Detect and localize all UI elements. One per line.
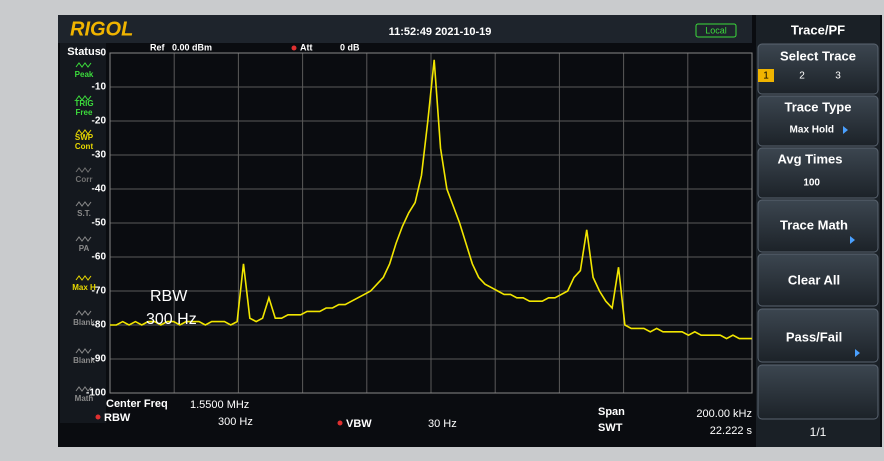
y-tick-label: -80 — [92, 320, 107, 331]
rbw-label: RBW — [104, 412, 131, 424]
button-bg — [757, 253, 879, 307]
button-label: Pass/Fail — [786, 329, 842, 344]
status-label: Corr — [76, 175, 93, 184]
status-label: Blank — [73, 318, 95, 327]
center-freq-label: Center Freq — [106, 398, 168, 410]
trace-option[interactable]: 2 — [799, 71, 805, 82]
vbw-dot — [337, 420, 343, 426]
y-tick-label: -50 — [92, 218, 107, 229]
vbw-label: VBW — [346, 418, 372, 430]
status-icon — [75, 201, 92, 207]
status-title: Status — [67, 46, 101, 58]
clear-all-button[interactable]: Clear All — [757, 253, 879, 307]
ref-value: 0.00 dBm — [172, 42, 212, 52]
y-tick-label: -100 — [86, 388, 106, 399]
mode: Local — [705, 25, 727, 35]
rbw-dot — [95, 414, 101, 420]
button-bg — [757, 199, 879, 253]
center-freq: 1.5500 MHz — [190, 399, 249, 411]
status-label: Max H — [72, 283, 96, 292]
trace-option[interactable]: 3 — [835, 71, 841, 82]
brand: RIGOL — [70, 18, 133, 40]
overlay-rbw-value: 300 Hz — [146, 311, 197, 328]
span-label: Span — [598, 406, 625, 418]
button-bg — [757, 147, 879, 199]
att-dot — [291, 45, 297, 51]
arrow — [855, 349, 860, 357]
button-bg — [757, 308, 879, 363]
trace-option[interactable]: 1 — [763, 71, 769, 82]
empty-button[interactable] — [757, 364, 879, 420]
button-label: Trace Type — [785, 99, 852, 114]
button-label: Select Trace — [780, 48, 856, 63]
button-value: 100 — [803, 178, 820, 189]
status-icon — [75, 95, 92, 101]
ref-label: Ref — [150, 42, 166, 52]
button-label: Avg Times — [777, 151, 842, 166]
y-tick-label: -90 — [92, 354, 107, 365]
overlay-rbw: RBW — [150, 288, 188, 305]
top-bar — [58, 15, 752, 43]
swt-label: SWT — [598, 422, 623, 434]
button-bg — [757, 95, 879, 147]
trace-math-button[interactable]: Trace Math — [757, 199, 879, 253]
y-tick-label: -20 — [92, 116, 107, 127]
status-label: SWP — [75, 133, 94, 142]
trace — [110, 59, 752, 340]
menu-page: 1/1 — [810, 425, 827, 439]
y-tick-label: -70 — [92, 286, 107, 297]
rbw: 300 Hz — [218, 416, 253, 428]
arrow — [843, 126, 848, 134]
status-icon — [75, 386, 92, 392]
status-icon — [75, 310, 92, 316]
selected-option — [758, 69, 774, 82]
status-label: Free — [76, 108, 93, 117]
status-label: TRIG — [74, 99, 93, 108]
status-label: Math — [75, 394, 94, 403]
y-tick-label: -10 — [92, 82, 107, 93]
trace-type-button[interactable]: Trace Type Max Hold — [757, 95, 879, 147]
status-icon — [75, 167, 92, 173]
y-tick-label: 0 — [100, 48, 106, 59]
status-label: Blank — [73, 356, 95, 365]
y-tick-label: -60 — [92, 252, 107, 263]
status-icon — [75, 348, 92, 354]
pass-fail-button[interactable]: Pass/Fail — [757, 308, 879, 363]
swt: 22.222 s — [710, 425, 753, 437]
vbw: 30 Hz — [428, 418, 457, 430]
y-tick-label: -40 — [92, 184, 107, 195]
select-trace-button[interactable]: Select Trace 1 2 3 — [757, 43, 879, 95]
status-label: PA — [79, 244, 90, 253]
button-label: Trace Math — [780, 217, 848, 232]
plot-frame — [109, 52, 753, 394]
button-label: Clear All — [788, 272, 840, 287]
status-label: Peak — [75, 70, 94, 79]
status-icon — [75, 275, 92, 281]
att-label: Att — [300, 42, 313, 52]
menu-title: Trace/PF — [791, 22, 845, 37]
status-label: S.T. — [77, 209, 91, 218]
avg-times-button[interactable]: Avg Times 100 — [757, 147, 879, 199]
plot: 0 -10 -20 -30 -40 -50 -60 -70 -80 -90 -100 — [86, 48, 753, 399]
y-tick-label: -30 — [92, 150, 107, 161]
span: 200.00 kHz — [696, 408, 752, 420]
status-icon — [75, 129, 92, 135]
button-value: Max Hold — [790, 125, 834, 136]
status-panel — [60, 43, 106, 423]
att-value: 0 dB — [340, 42, 360, 52]
status-icon — [75, 62, 92, 68]
status-label: Cont — [75, 142, 94, 151]
mode-box — [695, 23, 737, 38]
status-icon — [75, 236, 92, 242]
arrow — [850, 236, 855, 244]
datetime: 11:52:49 2021-10-19 — [389, 26, 492, 38]
